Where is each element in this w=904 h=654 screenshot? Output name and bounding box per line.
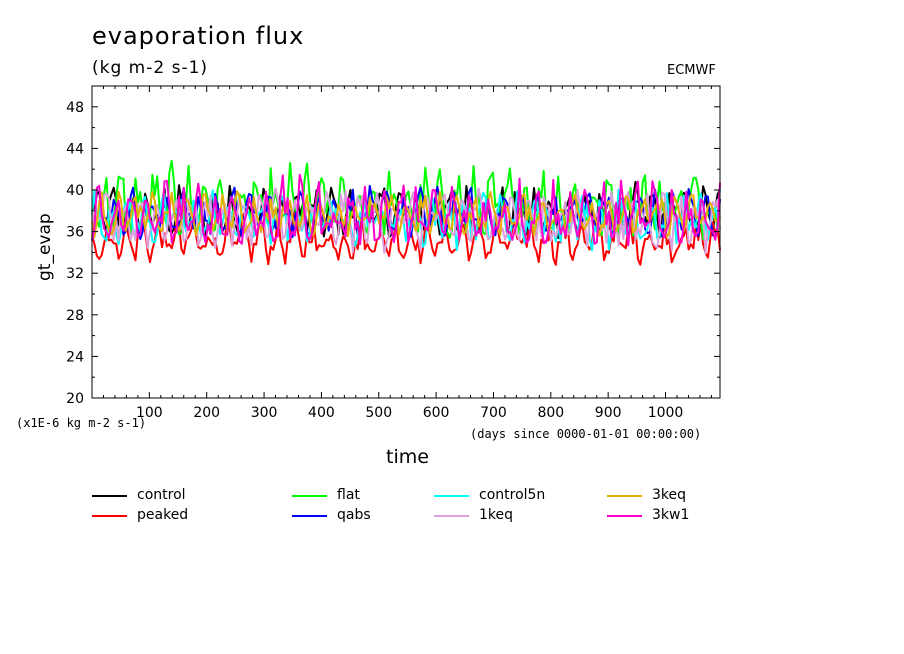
chart-units: (kg m-2 s-1) xyxy=(92,58,209,78)
legend-swatch xyxy=(434,495,469,497)
y-tick-label: 20 xyxy=(66,391,84,407)
legend-label: 1keq xyxy=(479,507,514,523)
x-tick-label: 1000 xyxy=(648,405,684,421)
y-tick-label: 40 xyxy=(66,183,84,199)
x-tick-label: 400 xyxy=(308,405,335,421)
y-tick-label: 24 xyxy=(66,349,84,365)
x-tick-label: 900 xyxy=(595,405,622,421)
series-line-3kw1 xyxy=(91,173,721,247)
y-tick-label: 28 xyxy=(66,308,84,324)
legend-label: control xyxy=(137,487,186,503)
y-tick-label: 36 xyxy=(66,225,84,241)
x-tick-label: 300 xyxy=(251,405,278,421)
y-scale-note: (x1E-6 kg m-2 s-1) xyxy=(16,416,147,430)
legend-label: 3kw1 xyxy=(652,507,690,523)
chart-title: evaporation flux xyxy=(92,22,305,50)
plot-frame xyxy=(91,85,721,399)
x-axis-label: time xyxy=(386,446,429,468)
x-tick-label: 600 xyxy=(423,405,450,421)
y-tick-label: 44 xyxy=(66,141,84,157)
y-tick-label: 48 xyxy=(66,100,84,116)
legend-swatch xyxy=(92,495,127,497)
x-units: (days since 0000-01-01 00:00:00) xyxy=(470,427,702,441)
legend-label: qabs xyxy=(337,507,371,523)
x-tick-label: 800 xyxy=(537,405,564,421)
y-tick-label: 32 xyxy=(66,266,84,282)
legend-label: control5n xyxy=(479,487,546,503)
legend-swatch xyxy=(292,515,327,517)
legend-label: 3keq xyxy=(652,487,687,503)
legend-label: peaked xyxy=(137,507,189,523)
legend-swatch xyxy=(92,515,127,517)
legend-swatch xyxy=(434,515,469,517)
legend-swatch xyxy=(607,515,642,517)
x-tick-label: 500 xyxy=(365,405,392,421)
x-tick-label: 200 xyxy=(193,405,220,421)
legend-swatch xyxy=(607,495,642,497)
legend-label: flat xyxy=(337,487,360,503)
chart-source: ECMWF xyxy=(667,63,716,78)
x-tick-label: 100 xyxy=(136,405,163,421)
legend-swatch xyxy=(292,495,327,497)
x-tick-label: 700 xyxy=(480,405,507,421)
